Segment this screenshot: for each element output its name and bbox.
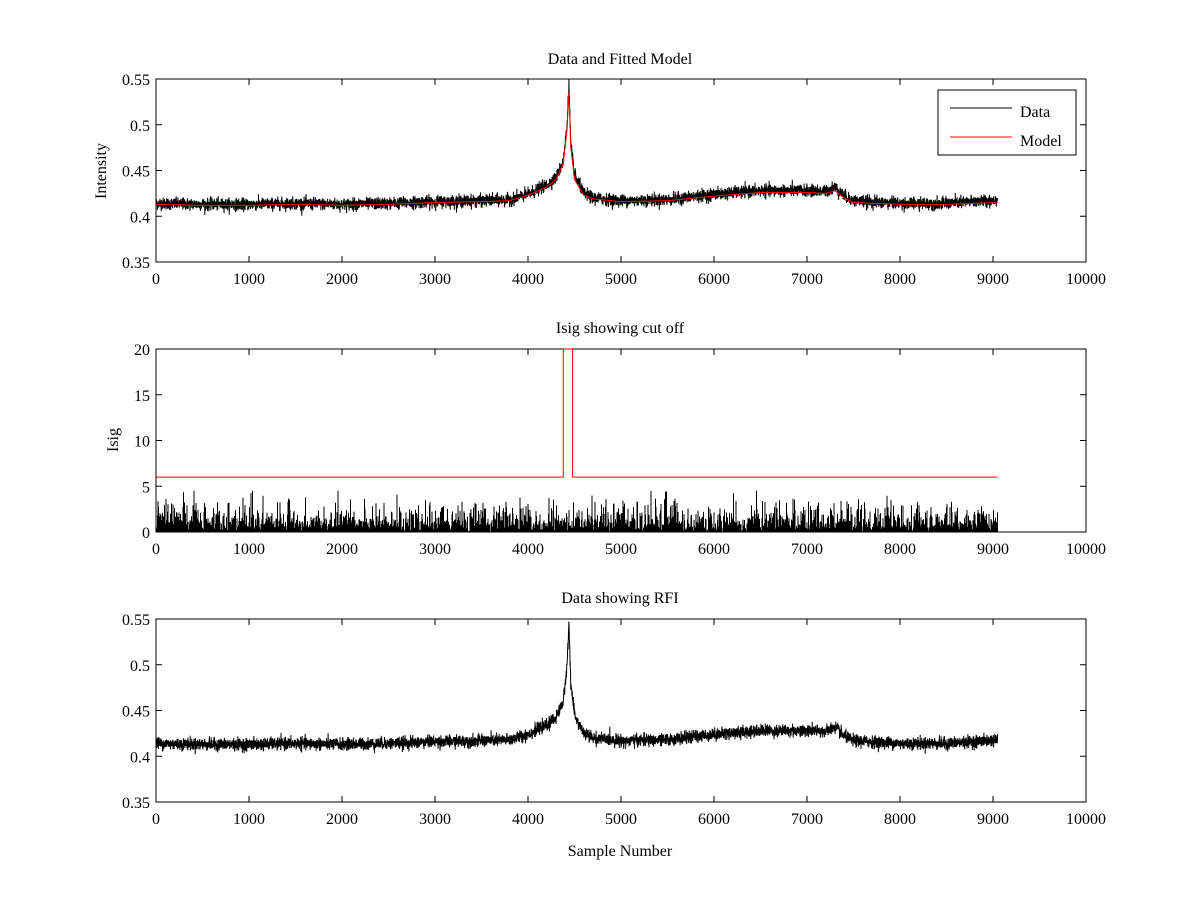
x-tick-label: 9000 [977, 811, 1009, 828]
panel-1-plot-area: 0 1000 2000 3000 4000 5000 6000 7000 8000 9000 100… [122, 72, 1106, 288]
x-tick-label: 8000 [884, 271, 916, 288]
x-tick-label: 8000 [884, 811, 916, 828]
y-tick-label: 0.55 [122, 72, 150, 89]
y-tick-label: 0.35 [122, 255, 150, 272]
panel-1-title: Data and Fitted Model [548, 51, 693, 68]
x-tick-label: 2000 [326, 541, 358, 558]
x-tick-label: 3000 [419, 811, 451, 828]
series-data-line [155, 621, 999, 755]
x-tick-label: 6000 [698, 811, 730, 828]
x-tick-label: 4000 [512, 811, 544, 828]
x-tick-label: 10000 [1066, 541, 1106, 558]
x-tick-label: 2000 [326, 811, 358, 828]
x-tick-label: 1000 [233, 811, 265, 828]
y-tick-label: 15 [134, 388, 150, 405]
x-tick-label: 3000 [419, 271, 451, 288]
x-tick-label: 0 [152, 541, 160, 558]
x-tick-label: 8000 [884, 541, 916, 558]
panel-2-title: Isig showing cut off [556, 320, 685, 337]
legend-model-label: Model [1020, 133, 1062, 150]
x-tick-label: 4000 [512, 271, 544, 288]
x-tick-label: 9000 [977, 541, 1009, 558]
series-model-line [156, 92, 998, 206]
y-tick-label: 0.4 [130, 209, 150, 226]
panel-1-ylabel: Intensity [93, 143, 110, 199]
y-tick-label: 20 [134, 342, 150, 359]
x-tick-label: 0 [152, 271, 160, 288]
panel-3-plot-area: 0 1000 2000 3000 4000 5000 6000 7000 8000 9000 100… [122, 612, 1106, 828]
panel-data-showing-rfi: Data showing RFI Sample Number 0 1000 2000… [122, 590, 1106, 860]
x-tick-label: 5000 [605, 541, 637, 558]
x-tick-label: 1000 [233, 541, 265, 558]
y-tick-label: 0.45 [122, 704, 150, 721]
panel-1-legend: Data Model [937, 89, 1077, 156]
panel-3-title: Data showing RFI [561, 590, 678, 607]
x-tick-label: 7000 [791, 271, 823, 288]
y-tick-label: 5 [142, 479, 150, 496]
panel-2-plot-area: 0 1000 2000 3000 4000 5000 6000 7000 8000 9000 100… [134, 342, 1106, 558]
x-tick-label: 1000 [233, 271, 265, 288]
x-tick-label: 6000 [698, 271, 730, 288]
y-tick-label: 10 [134, 434, 150, 451]
y-tick-label: 0.45 [122, 164, 150, 181]
x-tick-label: 5000 [605, 271, 637, 288]
y-tick-label: 0.35 [122, 795, 150, 812]
legend-data-label: Data [1020, 104, 1050, 121]
x-tick-label: 10000 [1066, 271, 1106, 288]
series-isig-line [155, 490, 998, 532]
legend-box [937, 89, 1077, 156]
x-tick-label: 7000 [791, 541, 823, 558]
x-tick-label: 5000 [605, 811, 637, 828]
panel-isig-showing-cut-off: Isig showing cut off Isig 0 1000 2000 3000 4… [105, 320, 1106, 558]
y-tick-label: 0.55 [122, 612, 150, 629]
x-tick-label: 4000 [512, 541, 544, 558]
y-tick-label: 0.4 [130, 749, 150, 766]
x-tick-label: 7000 [791, 811, 823, 828]
y-tick-label: 0.5 [130, 658, 150, 675]
panel-2-ylabel: Isig [105, 428, 122, 452]
panel-3-xlabel: Sample Number [568, 843, 673, 860]
x-tick-label: 3000 [419, 541, 451, 558]
y-tick-label: 0.5 [130, 118, 150, 135]
x-tick-label: 10000 [1066, 811, 1106, 828]
x-tick-label: 9000 [977, 271, 1009, 288]
series-cut-off-line [156, 348, 998, 478]
x-tick-label: 6000 [698, 541, 730, 558]
panel-data-and-fitted-model: Data and Fitted Model Intensity 0 1000 200… [93, 51, 1106, 288]
x-tick-label: 2000 [326, 271, 358, 288]
x-tick-label: 0 [152, 811, 160, 828]
series-data-line [155, 78, 999, 216]
y-tick-label: 0 [142, 525, 150, 542]
